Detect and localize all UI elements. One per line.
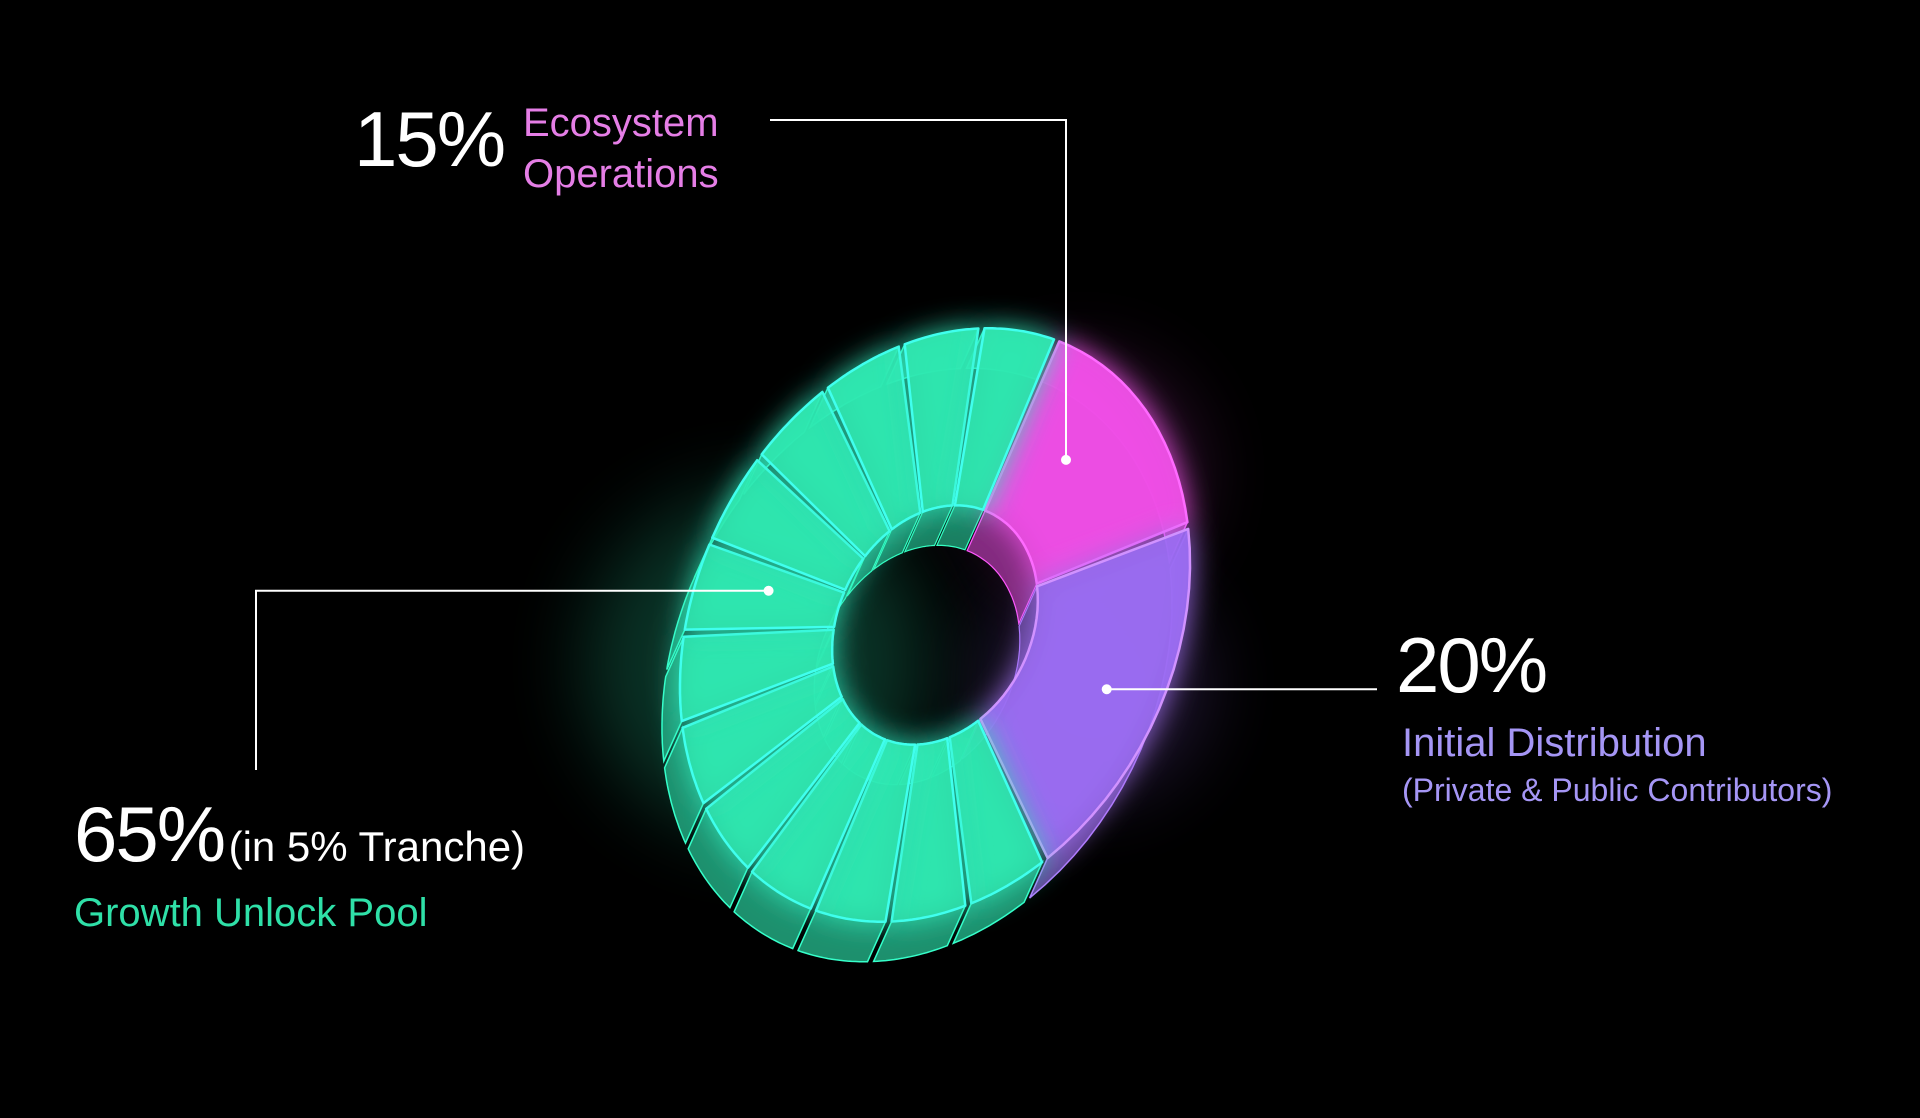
distribution-label: Initial Distribution (1402, 721, 1707, 765)
growth-leader-line (255, 589, 769, 770)
slice-top-2-4 (704, 697, 861, 869)
distribution-leader-dot (1101, 684, 1112, 695)
ecosystem-label-line-1: Ecosystem (523, 101, 719, 145)
distribution-sublabel: (Private & Public Contributors) (1402, 772, 1833, 808)
slice-top-2-9 (760, 390, 891, 558)
slice-top-2-12 (953, 327, 1056, 512)
growth-leader-dot (763, 585, 774, 596)
ecosystem-label-line-2: Operations (523, 152, 719, 197)
slice-top-2-11 (903, 327, 980, 514)
slice-top-0-0 (983, 340, 1189, 585)
ecosystem-percent: 15% (354, 95, 506, 183)
slice-top-2-6 (678, 628, 835, 723)
slice-top-2-7 (683, 543, 846, 631)
slice-top-2-10 (826, 345, 922, 531)
slice-top-1-0 (979, 527, 1192, 860)
slice-top-2-8 (711, 458, 865, 592)
slice-top-2-0 (948, 719, 1044, 905)
growth-tranche-note: (in 5% Tranche) (228, 823, 526, 870)
slice-top-2-1 (890, 736, 967, 923)
slice-top-2-2 (814, 738, 917, 923)
growth-percent: 65% (74, 790, 226, 878)
slice-top-2-5 (681, 665, 843, 805)
ecosystem-label: Ecosystem Operations (523, 98, 719, 200)
growth-label: Growth Unlock Pool (74, 891, 428, 935)
slice-top-2-3 (750, 723, 887, 910)
distribution-percent: 20% (1396, 621, 1548, 709)
ecosystem-leader-line (770, 119, 1067, 460)
growth-percent-row: 65% (in 5% Tranche) (74, 795, 525, 873)
ecosystem-leader-dot (1061, 454, 1071, 465)
